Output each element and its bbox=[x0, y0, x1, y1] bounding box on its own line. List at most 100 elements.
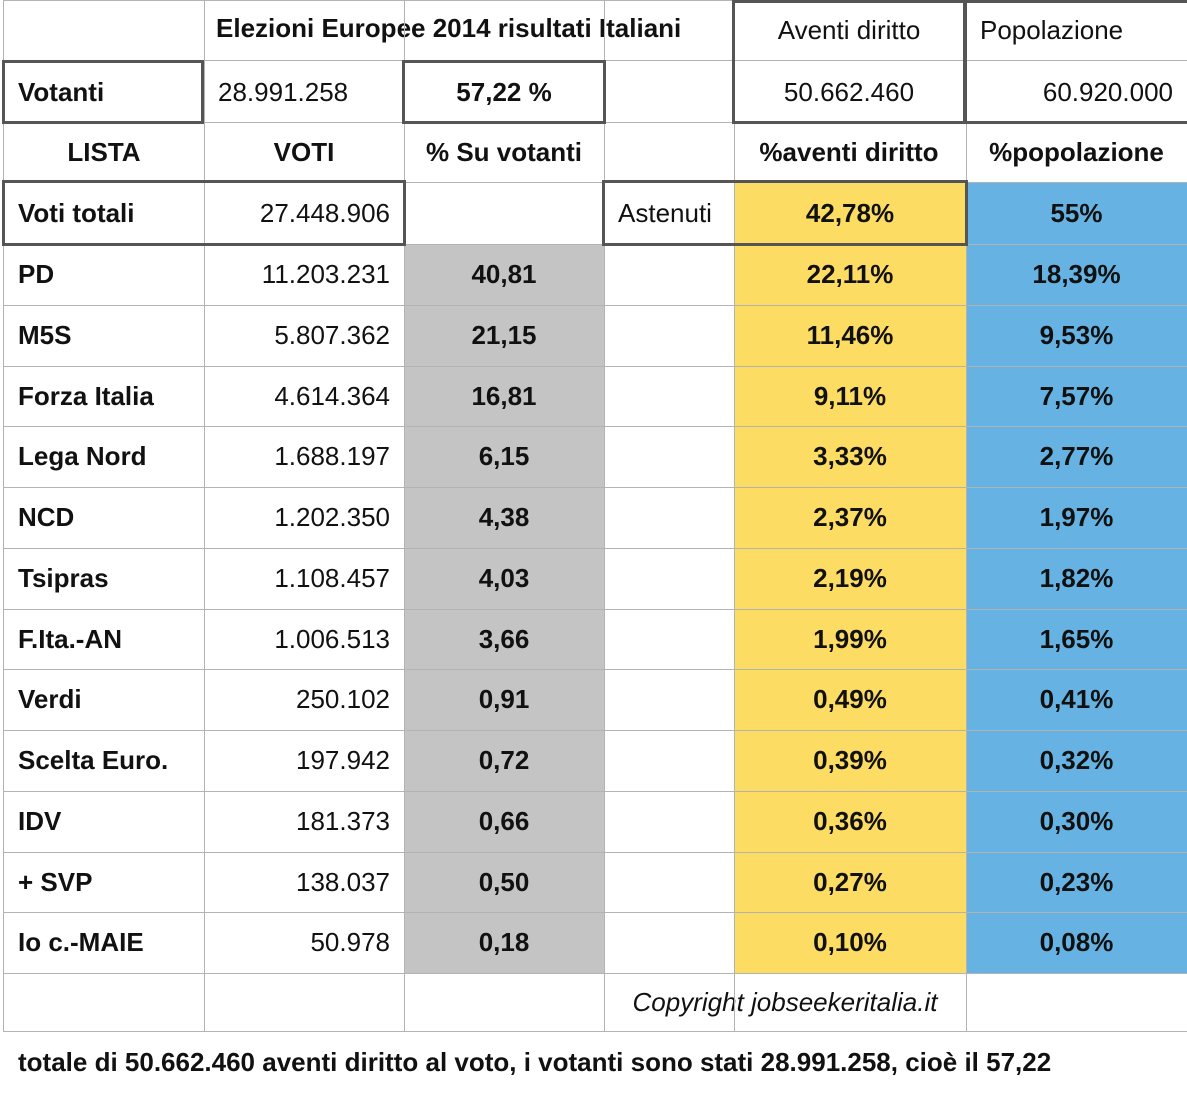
party-votes: 1.688.197 bbox=[274, 441, 390, 472]
party-name: + SVP bbox=[18, 866, 93, 897]
party-votes: 250.102 bbox=[296, 684, 390, 715]
grid-line bbox=[3, 791, 1187, 792]
footer-text: totale di 50.662.460 aventi diritto al v… bbox=[18, 1046, 1052, 1077]
grid-line bbox=[3, 973, 1187, 974]
column-header-voti: VOTI bbox=[273, 136, 335, 167]
party-pct-aventi: 2,19% bbox=[734, 547, 966, 609]
party-pct-votanti: 3,66 bbox=[404, 608, 604, 670]
party-name: Forza Italia bbox=[18, 380, 154, 411]
grid-line bbox=[966, 0, 967, 1031]
grid-line bbox=[604, 0, 605, 1031]
party-name: IDV bbox=[18, 805, 62, 836]
aventi-diritto-value: 50.662.460 bbox=[783, 76, 915, 107]
party-pct-popolazione: 0,08% bbox=[966, 912, 1187, 974]
popolazione-label: Popolazione bbox=[980, 14, 1124, 45]
aventi-diritto-label: Aventi diritto bbox=[777, 14, 921, 45]
party-name: Lega Nord bbox=[18, 441, 147, 472]
votanti-label: Votanti bbox=[18, 76, 105, 107]
party-pct-aventi: 2,37% bbox=[734, 487, 966, 549]
party-pct-votanti: 4,38 bbox=[404, 487, 604, 549]
grid-line bbox=[3, 60, 1187, 61]
voti-totali-value: 27.448.906 bbox=[259, 197, 390, 228]
astenuti-aventi-pct: 42,78% bbox=[734, 182, 966, 244]
table-title: Elezioni Europee 2014 risultati Italiani bbox=[216, 12, 682, 43]
party-pct-popolazione: 0,23% bbox=[966, 851, 1187, 913]
grid-line bbox=[3, 122, 1187, 123]
grid-line bbox=[3, 426, 1187, 427]
party-pct-votanti: 16,81 bbox=[404, 365, 604, 427]
grid-line bbox=[734, 0, 735, 1031]
party-pct-votanti: 0,66 bbox=[404, 790, 604, 852]
party-pct-popolazione: 7,57% bbox=[966, 365, 1187, 427]
party-pct-votanti: 6,15 bbox=[404, 426, 604, 488]
grid-line bbox=[3, 548, 1187, 549]
party-votes: 1.006.513 bbox=[274, 623, 390, 654]
party-name: Verdi bbox=[18, 684, 82, 715]
party-pct-popolazione: 0,41% bbox=[966, 669, 1187, 731]
party-pct-aventi: 11,46% bbox=[734, 304, 966, 366]
party-pct-popolazione: 9,53% bbox=[966, 304, 1187, 366]
party-pct-aventi: 0,27% bbox=[734, 851, 966, 913]
party-votes: 181.373 bbox=[296, 805, 390, 836]
party-pct-aventi: 0,49% bbox=[734, 669, 966, 731]
grid-line bbox=[3, 730, 1187, 731]
grid-line bbox=[3, 244, 1187, 245]
grid-line bbox=[204, 0, 205, 1031]
grid-line bbox=[3, 0, 1187, 1]
astenuti-label: Astenuti bbox=[618, 197, 712, 228]
party-pct-votanti: 4,03 bbox=[404, 547, 604, 609]
votanti-percent: 57,22 % bbox=[456, 76, 552, 107]
party-pct-aventi: 22,11% bbox=[734, 244, 966, 306]
grid-line bbox=[3, 609, 1187, 610]
party-pct-popolazione: 0,30% bbox=[966, 790, 1187, 852]
party-pct-popolazione: 18,39% bbox=[966, 244, 1187, 306]
grid-line bbox=[404, 0, 405, 1031]
party-pct-popolazione: 1,97% bbox=[966, 487, 1187, 549]
votanti-count: 28.991.258 bbox=[218, 76, 349, 107]
column-header-su-votanti: % Su votanti bbox=[425, 136, 582, 167]
party-votes: 11.203.231 bbox=[261, 259, 390, 290]
grid-line bbox=[3, 366, 1187, 367]
party-pct-votanti: 0,50 bbox=[404, 851, 604, 913]
party-pct-votanti: 0,91 bbox=[404, 669, 604, 731]
popolazione-value: 60.920.000 bbox=[1042, 76, 1173, 107]
party-votes: 4.614.364 bbox=[274, 380, 390, 411]
party-votes: 138.037 bbox=[296, 866, 390, 897]
party-name: NCD bbox=[18, 502, 75, 533]
column-header-aventi-pct: %aventi diritto bbox=[759, 136, 939, 167]
party-pct-popolazione: 1,82% bbox=[966, 547, 1187, 609]
grid-line bbox=[3, 852, 1187, 853]
column-header-lista: LISTA bbox=[67, 136, 141, 167]
party-votes: 5.807.362 bbox=[274, 319, 390, 350]
voti-totali-label: Voti totali bbox=[18, 197, 135, 228]
party-pct-aventi: 0,10% bbox=[734, 912, 966, 974]
party-pct-aventi: 3,33% bbox=[734, 426, 966, 488]
party-votes: 1.108.457 bbox=[274, 562, 390, 593]
party-name: Io c.-MAIE bbox=[18, 927, 144, 958]
copyright-notice: Copyright jobseekeritalia.it bbox=[632, 986, 938, 1017]
party-votes: 197.942 bbox=[296, 745, 390, 776]
party-pct-aventi: 9,11% bbox=[734, 365, 966, 427]
party-pct-votanti: 40,81 bbox=[404, 244, 604, 306]
astenuti-popolazione-pct: 55% bbox=[966, 182, 1187, 244]
party-pct-votanti: 0,72 bbox=[404, 730, 604, 792]
party-votes: 50.978 bbox=[310, 927, 390, 958]
column-header-popolazione-pct: %popolazione bbox=[989, 136, 1164, 167]
party-pct-popolazione: 1,65% bbox=[966, 608, 1187, 670]
grid-line bbox=[3, 487, 1187, 488]
grid-line bbox=[3, 912, 1187, 913]
party-name: Tsipras bbox=[18, 562, 109, 593]
party-pct-votanti: 21,15 bbox=[404, 304, 604, 366]
party-name: Scelta Euro. bbox=[18, 745, 169, 776]
party-pct-popolazione: 0,32% bbox=[966, 730, 1187, 792]
grid-line bbox=[3, 0, 4, 1031]
party-name: PD bbox=[18, 259, 55, 290]
grid-line bbox=[3, 669, 1187, 670]
party-pct-popolazione: 2,77% bbox=[966, 426, 1187, 488]
party-votes: 1.202.350 bbox=[274, 502, 390, 533]
party-pct-aventi: 0,36% bbox=[734, 790, 966, 852]
party-name: M5S bbox=[18, 319, 72, 350]
party-pct-votanti: 0,18 bbox=[404, 912, 604, 974]
grid-line bbox=[3, 305, 1187, 306]
grid-line bbox=[3, 1031, 1187, 1032]
